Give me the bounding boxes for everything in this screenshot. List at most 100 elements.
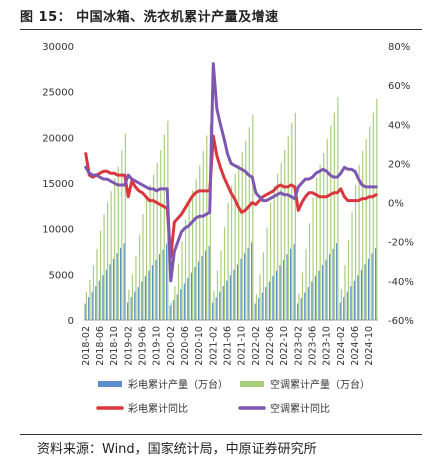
y-right-tick-label: 60% xyxy=(388,81,410,92)
ac-bar xyxy=(369,126,371,320)
tv-bar xyxy=(144,276,146,320)
tv-bar xyxy=(212,302,214,320)
tv-bar xyxy=(95,286,97,320)
tv-bar xyxy=(375,247,377,320)
tv-bar xyxy=(339,302,341,320)
tv-bar xyxy=(268,281,270,320)
tv-bar xyxy=(102,275,104,320)
x-tick-label: 2021-10 xyxy=(237,326,248,366)
tv-bar xyxy=(123,243,125,320)
x-tick-label: 2021-06 xyxy=(222,326,233,366)
ac-bar xyxy=(365,139,367,320)
tv-bar xyxy=(91,291,93,320)
tv-bar xyxy=(187,277,189,320)
tv-bar xyxy=(258,298,260,320)
ac-bar xyxy=(149,184,151,320)
tv-bar xyxy=(272,276,274,320)
y-left-tick-label: 5000 xyxy=(49,270,74,281)
ac-bar xyxy=(316,177,318,320)
ac-bar xyxy=(213,290,215,320)
tv-bar xyxy=(229,275,231,320)
x-tick-label: 2024-02 xyxy=(336,326,347,366)
ac-bar xyxy=(273,185,275,320)
ac-bar xyxy=(330,125,332,321)
ac-bar xyxy=(323,152,325,320)
tv-bar xyxy=(275,270,278,320)
tv-bar xyxy=(343,297,345,320)
ac-bar xyxy=(131,274,134,320)
tv-bar xyxy=(243,253,246,320)
x-tick-label: 2019-06 xyxy=(137,326,148,366)
tv-bar xyxy=(360,269,363,320)
ac-bar xyxy=(347,239,350,320)
ac-bar xyxy=(351,212,353,320)
tv-bar xyxy=(109,264,111,320)
tv-bar xyxy=(226,280,228,320)
tv-bar xyxy=(297,303,299,320)
tv-yoy-line xyxy=(84,134,378,259)
ac-bar xyxy=(156,162,158,320)
ac-bar xyxy=(294,112,296,320)
ac-bar xyxy=(234,173,236,320)
tv-bar xyxy=(371,253,373,320)
ac-bar xyxy=(238,164,240,320)
ac-bar xyxy=(177,263,180,320)
ac-bar xyxy=(262,252,265,320)
ac-bar xyxy=(153,174,155,320)
tv-bar xyxy=(162,249,164,320)
ac-bar xyxy=(227,203,229,320)
tv-bar xyxy=(190,272,193,320)
tv-bar xyxy=(300,298,302,320)
tv-bar xyxy=(141,281,143,320)
tv-bar xyxy=(127,302,129,320)
ac-bar xyxy=(128,289,130,320)
ac-bar xyxy=(223,226,226,320)
ac-bar xyxy=(135,256,137,320)
ac-bar xyxy=(259,274,261,320)
x-tick-label: 2018-10 xyxy=(109,326,120,366)
tv-bar xyxy=(318,270,320,320)
x-tick-label: 2022-02 xyxy=(251,326,262,366)
y-left-tick-label: 30000 xyxy=(42,42,74,53)
x-tick-label: 2023-10 xyxy=(322,326,333,366)
ac-bar xyxy=(170,302,172,320)
axes-group: 0 5000 10000 15000 20000 25000 30000 -60% -40% -2… xyxy=(42,42,414,366)
ac-bar xyxy=(376,98,378,321)
tv-bar xyxy=(88,297,90,320)
tv-bar xyxy=(357,275,359,320)
tv-bar xyxy=(321,265,324,320)
ac-bar xyxy=(89,279,91,320)
x-tick-label: 2021-02 xyxy=(208,326,219,366)
tv-bar xyxy=(180,288,182,320)
ac-bar xyxy=(354,184,357,320)
ac-bar xyxy=(308,223,311,320)
legend-label: 空调累计同比 xyxy=(270,402,330,415)
ac-bar xyxy=(121,150,123,320)
tv-bar xyxy=(314,276,317,320)
y-right-tick-label: 20% xyxy=(388,159,410,170)
x-tick-label: 2018-02 xyxy=(81,326,92,366)
tv-bar xyxy=(194,267,196,320)
ac-bar xyxy=(184,219,187,320)
ac-bar xyxy=(174,286,176,320)
ac-bar xyxy=(160,150,162,320)
tv-bar xyxy=(215,297,217,320)
x-tick-label: 2022-10 xyxy=(279,326,290,366)
ac-bar xyxy=(266,227,268,320)
tv-bar xyxy=(219,291,221,320)
tv-bar xyxy=(105,269,108,320)
tv-bar xyxy=(116,253,118,320)
legend-swatch xyxy=(98,381,122,387)
line-group xyxy=(84,62,378,283)
ac-bar xyxy=(138,235,141,320)
ac-bar xyxy=(85,291,87,320)
tv-bar xyxy=(353,280,355,320)
ac-bar xyxy=(287,136,289,320)
tv-bar xyxy=(346,291,348,320)
ac-bar xyxy=(372,112,374,320)
ac-bar xyxy=(255,294,257,320)
ac-bar xyxy=(337,97,339,320)
ac-bar xyxy=(305,248,307,320)
legend-label: 彩电累计产量（万台） xyxy=(128,378,228,391)
legend: 彩电累计产量（万台） 空调累计产量（万台） 彩电累计同比 空调累计同比 xyxy=(96,378,370,415)
